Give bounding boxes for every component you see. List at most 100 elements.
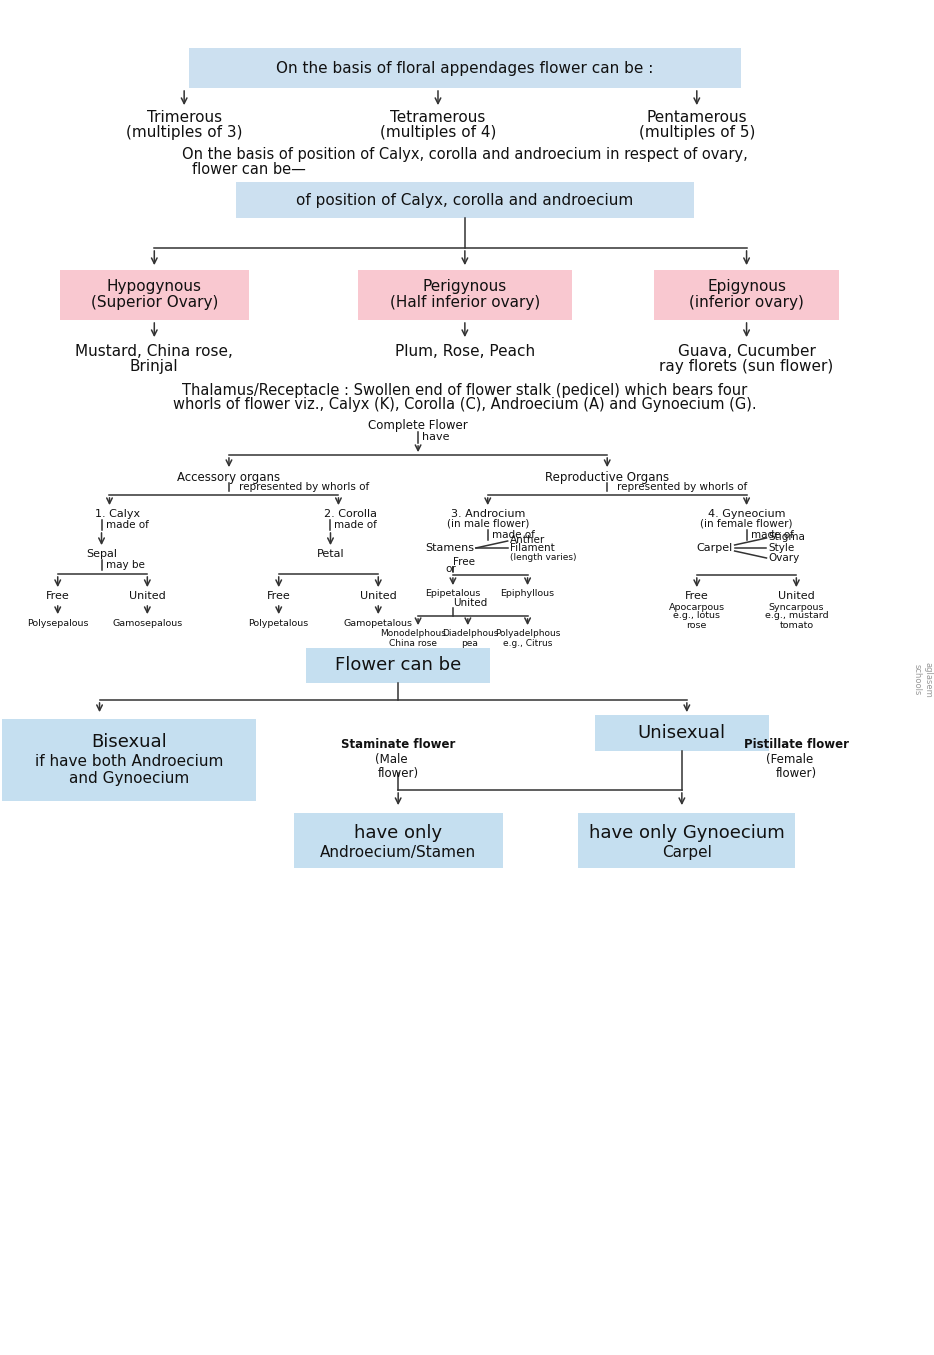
Bar (3, 720, 256, 801)
Text: (Male: (Male (375, 753, 407, 767)
Text: Apocarpous: Apocarpous (669, 603, 725, 611)
Text: United: United (129, 591, 165, 602)
Text: China rose: China rose (389, 638, 437, 648)
Text: tomato: tomato (779, 621, 814, 630)
Text: have: have (422, 432, 449, 442)
Text: Style: Style (769, 543, 795, 553)
Text: United: United (360, 591, 397, 602)
Bar (293, 813, 502, 867)
Text: United: United (778, 591, 814, 602)
Text: (Superior Ovary): (Superior Ovary) (91, 295, 218, 310)
Text: Polysepalous: Polysepalous (27, 619, 89, 629)
Text: represented by whorls of: represented by whorls of (617, 482, 747, 492)
Text: may be: may be (106, 560, 145, 570)
Text: 4. Gyneocium: 4. Gyneocium (708, 509, 785, 519)
Bar (236, 182, 694, 218)
Text: and Gynoecium: and Gynoecium (69, 771, 190, 786)
Text: (multiples of 5): (multiples of 5) (639, 126, 755, 141)
Bar (578, 813, 796, 867)
Text: e.g., Citrus: e.g., Citrus (502, 638, 552, 648)
Text: Accessory organs: Accessory organs (177, 472, 280, 485)
Text: 3. Androcium: 3. Androcium (450, 509, 525, 519)
Text: (length varies): (length varies) (510, 553, 576, 561)
Text: Trimerous: Trimerous (147, 111, 221, 126)
Text: Guava, Cucumber: Guava, Cucumber (678, 344, 815, 359)
Text: have only: have only (354, 824, 442, 841)
Text: (multiples of 4): (multiples of 4) (380, 126, 496, 141)
Text: Unisexual: Unisexual (638, 724, 726, 743)
Text: represented by whorls of: represented by whorls of (239, 482, 369, 492)
Text: flower can be—: flower can be— (191, 163, 305, 178)
Text: Diadelphous: Diadelphous (442, 630, 498, 638)
Text: On the basis of position of Calyx, corolla and androecium in respect of ovary,: On the basis of position of Calyx, corol… (182, 148, 748, 163)
Text: Gamopetalous: Gamopetalous (344, 619, 413, 629)
Text: e.g., mustard: e.g., mustard (765, 611, 828, 621)
Text: 2. Corolla: 2. Corolla (323, 509, 376, 519)
Text: if have both Androecium: if have both Androecium (35, 755, 223, 770)
Bar (595, 715, 769, 751)
Text: Hypogynous: Hypogynous (106, 279, 202, 294)
Text: (multiples of 3): (multiples of 3) (126, 126, 243, 141)
Text: pea: pea (461, 638, 478, 648)
Text: Petal: Petal (317, 549, 345, 560)
Text: or: or (445, 564, 456, 575)
Text: Complete Flower: Complete Flower (368, 419, 468, 431)
Text: (in male flower): (in male flower) (446, 519, 529, 528)
Text: have only Gynoecium: have only Gynoecium (589, 824, 785, 841)
Text: Carpel: Carpel (662, 844, 712, 859)
Text: Stigma: Stigma (769, 533, 805, 542)
Text: Stamens: Stamens (425, 543, 474, 553)
Text: Polyadelphous: Polyadelphous (495, 630, 560, 638)
Text: Free: Free (453, 557, 474, 566)
Text: Mustard, China rose,: Mustard, China rose, (76, 344, 233, 359)
Text: Plum, Rose, Peach: Plum, Rose, Peach (395, 344, 535, 359)
Text: ray florets (sun flower): ray florets (sun flower) (659, 359, 834, 374)
Text: (Female: (Female (766, 753, 813, 767)
Bar (189, 47, 741, 88)
Text: Syncarpous: Syncarpous (769, 603, 824, 611)
Text: Carpel: Carpel (697, 543, 732, 553)
Text: of position of Calyx, corolla and androecium: of position of Calyx, corolla and androe… (296, 192, 633, 207)
Text: Epiphyllous: Epiphyllous (501, 589, 555, 599)
Text: made of: made of (491, 530, 534, 541)
Text: 1. Calyx: 1. Calyx (94, 509, 140, 519)
Text: made of: made of (334, 520, 377, 530)
Text: made of: made of (106, 520, 149, 530)
Text: Free: Free (685, 591, 709, 602)
Text: Anther: Anther (510, 535, 545, 545)
Text: aglasem
schools: aglasem schools (913, 663, 932, 698)
Text: Flower can be: Flower can be (335, 656, 461, 673)
Text: (inferior ovary): (inferior ovary) (689, 295, 804, 310)
Text: Thalamus/Receptacle : Swollen end of flower stalk (pedicel) which bears four: Thalamus/Receptacle : Swollen end of flo… (182, 382, 747, 397)
Text: Pistillate flower: Pistillate flower (743, 738, 849, 752)
Bar (655, 270, 839, 320)
Text: Epigynous: Epigynous (707, 279, 786, 294)
Text: Epipetalous: Epipetalous (425, 589, 481, 599)
Text: whorls of flower viz., Calyx (K), Corolla (C), Androecium (A) and Gynoecium (G).: whorls of flower viz., Calyx (K), Coroll… (173, 397, 757, 412)
Text: Pentamerous: Pentamerous (646, 111, 747, 126)
Text: Androecium/Stamen: Androecium/Stamen (320, 844, 476, 859)
Text: (in female flower): (in female flower) (700, 519, 793, 528)
Text: Perigynous: Perigynous (423, 279, 507, 294)
Text: Tetramerous: Tetramerous (390, 111, 486, 126)
Text: On the basis of floral appendages flower can be :: On the basis of floral appendages flower… (276, 61, 654, 76)
Text: flower): flower) (776, 767, 817, 779)
Text: (Half inferior ovary): (Half inferior ovary) (389, 295, 540, 310)
Text: e.g., lotus: e.g., lotus (673, 611, 720, 621)
Text: United: United (453, 598, 488, 608)
Text: Reproductive Organs: Reproductive Organs (545, 472, 670, 485)
Text: Bisexual: Bisexual (92, 733, 167, 751)
Text: Sepal: Sepal (86, 549, 117, 560)
Bar (306, 648, 490, 683)
Text: Brinjal: Brinjal (130, 359, 178, 374)
Bar (60, 270, 248, 320)
Text: rose: rose (686, 621, 707, 630)
Bar (358, 270, 572, 320)
Text: flower): flower) (377, 767, 418, 779)
Text: Filament: Filament (510, 543, 555, 553)
Text: Ovary: Ovary (769, 553, 800, 562)
Text: Free: Free (267, 591, 290, 602)
Text: Gamosepalous: Gamosepalous (112, 619, 182, 629)
Text: Polypetalous: Polypetalous (248, 619, 309, 629)
Text: Staminate flower: Staminate flower (341, 738, 456, 752)
